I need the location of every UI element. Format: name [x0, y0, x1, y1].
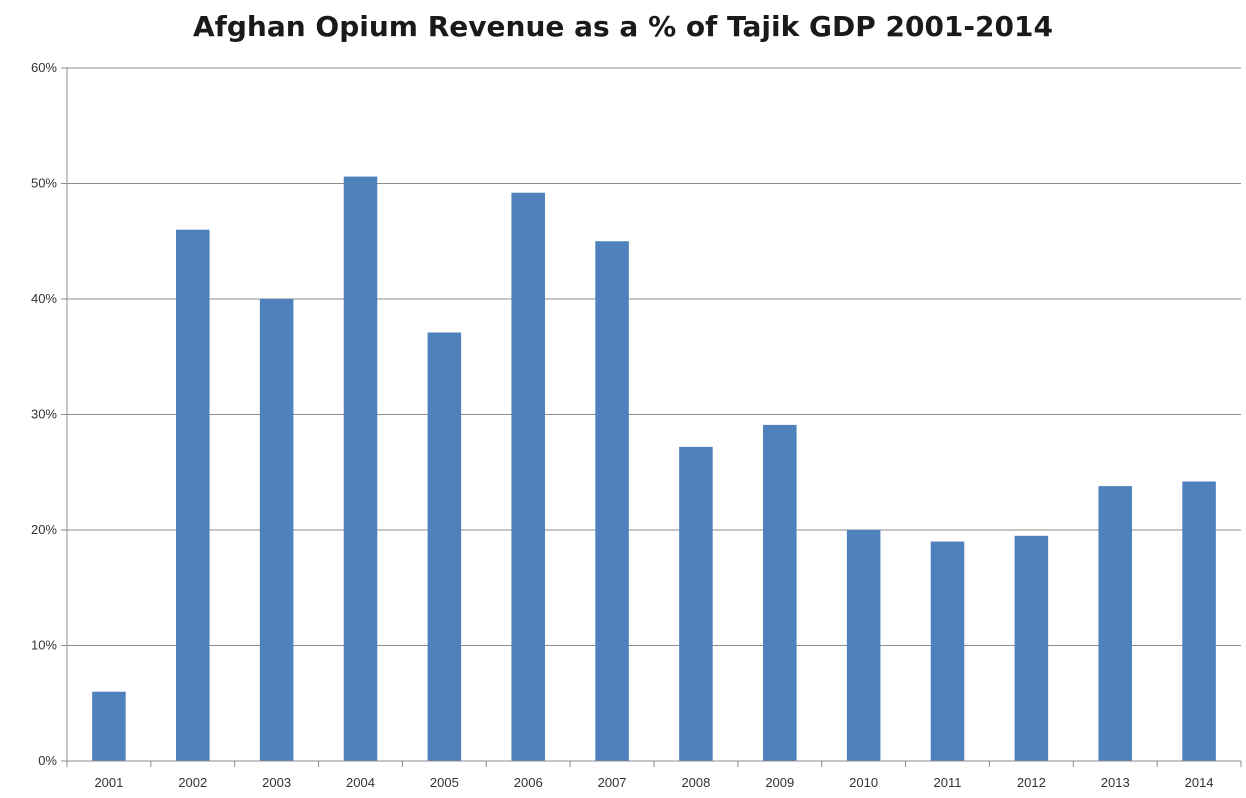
x-tick-label-2009: 2009: [765, 775, 794, 790]
x-tick-label-2004: 2004: [346, 775, 375, 790]
bar-2006: [511, 192, 545, 762]
x-tick-label-2008: 2008: [681, 775, 710, 790]
bars: [92, 176, 1216, 762]
bar-2005: [427, 332, 462, 761]
bar-2003: [259, 299, 294, 761]
bar-2002: [176, 229, 210, 761]
x-tick-label-2011: 2011: [934, 775, 962, 790]
bar-2013: [1098, 486, 1132, 761]
x-tick-label-2005: 2005: [430, 775, 459, 790]
bar-2007: [595, 241, 629, 761]
y-tick-label: 40%: [31, 291, 57, 306]
x-tick-label-2012: 2012: [1017, 775, 1046, 790]
bar-2010: [846, 530, 881, 761]
axes: [61, 67, 1242, 767]
bar-2009: [763, 424, 797, 761]
x-tick-label-2010: 2010: [849, 775, 878, 790]
x-tick-label-2003: 2003: [262, 775, 291, 790]
x-tick-label-2013: 2013: [1101, 775, 1130, 790]
x-tick-label-2001: 2001: [94, 775, 123, 790]
y-tick-label: 10%: [31, 638, 57, 653]
y-tick-label: 50%: [31, 176, 57, 191]
x-tick-label-2002: 2002: [178, 775, 207, 790]
tick-labels: 0% 10% 20% 30% 40% 50% 60% 2001 2002 2003 2004 2005…: [31, 60, 1214, 790]
bar-2012: [1014, 535, 1049, 761]
gridlines: [67, 67, 1241, 646]
bar-2001: [92, 691, 126, 761]
bar-2014: [1182, 481, 1216, 761]
chart-title: Afghan Opium Revenue as a % of Tajik GDP…: [193, 10, 1053, 43]
x-tick-label-2006: 2006: [514, 775, 543, 790]
y-tick-label: 30%: [31, 407, 57, 422]
y-tick-label: 60%: [31, 60, 57, 75]
y-tick-label: 0%: [38, 753, 57, 768]
bar-2008: [679, 446, 713, 761]
y-tick-label: 20%: [31, 522, 57, 537]
x-tick-label-2007: 2007: [598, 775, 627, 790]
bar-2004: [343, 176, 378, 761]
x-tick-label-2014: 2014: [1185, 775, 1214, 790]
bar-2011: [930, 541, 965, 761]
